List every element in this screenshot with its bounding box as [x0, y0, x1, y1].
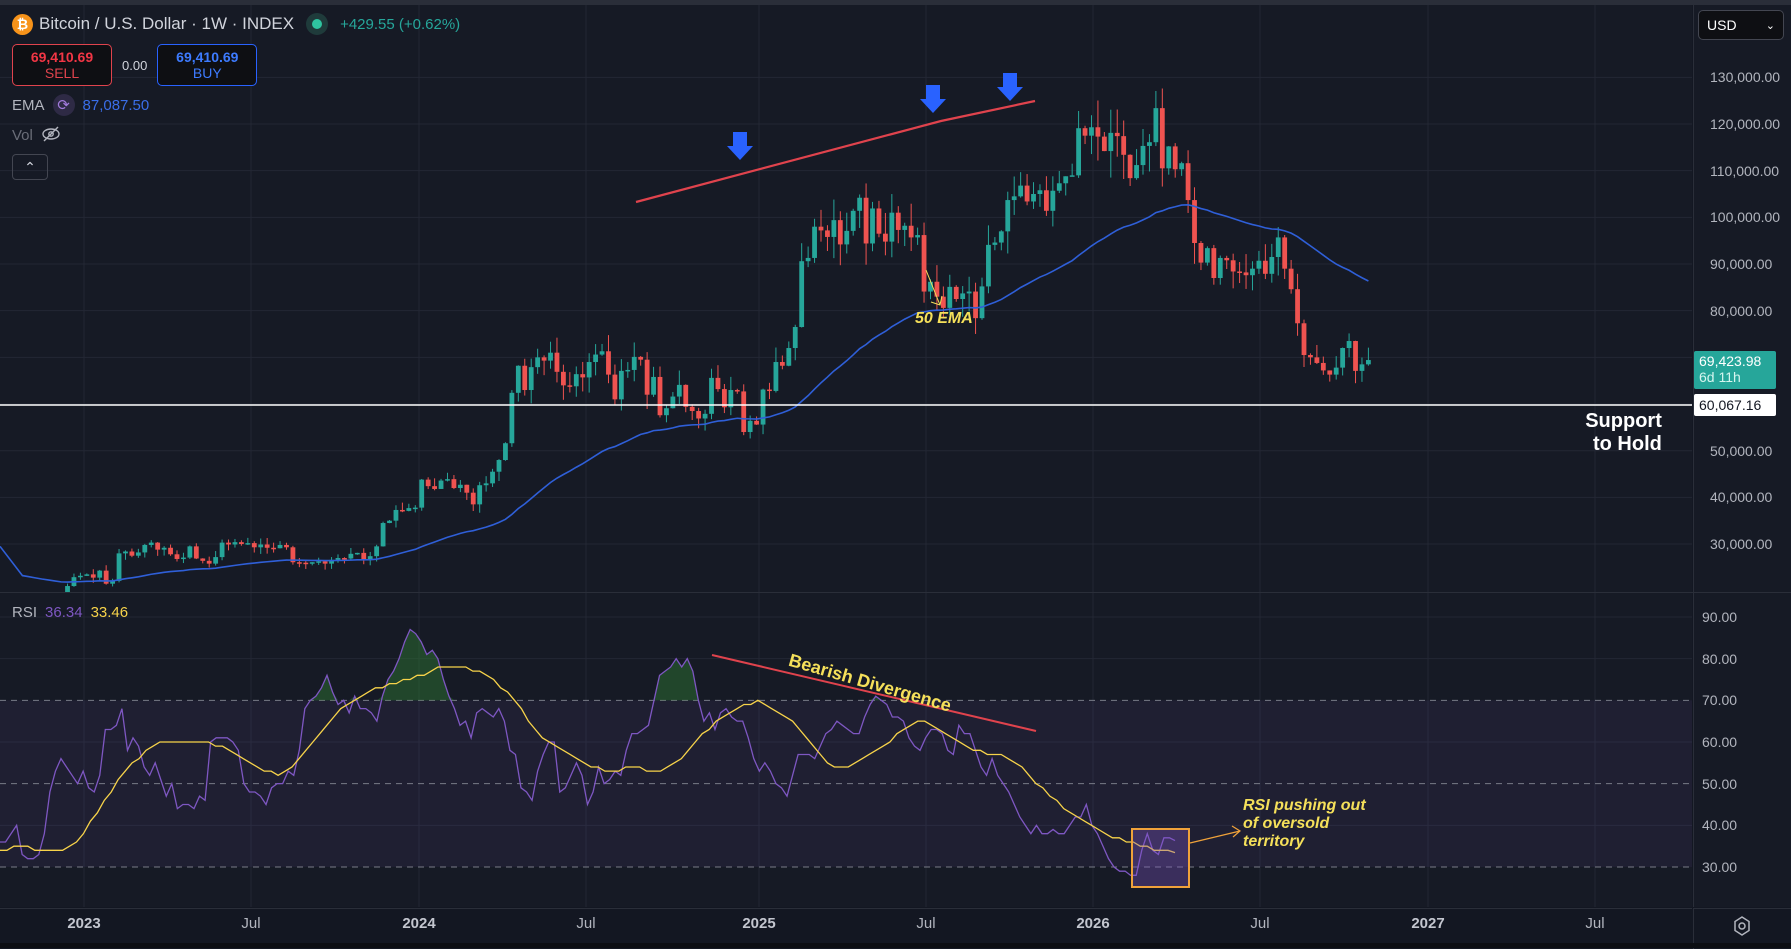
price-tick-label: 110,000.00 [1710, 162, 1780, 179]
rsi-note-line-2: of oversold [1243, 815, 1330, 832]
gear-icon[interactable] [1730, 914, 1754, 938]
symbol-title[interactable]: Bitcoin / U.S. Dollar · 1W · INDEX [39, 14, 295, 33]
eye-off-icon[interactable] [41, 126, 61, 145]
price-tick-label: 80,000.00 [1710, 302, 1773, 319]
time-tick-label: 2025 [742, 915, 776, 932]
symbol-row: ₿ Bitcoin / U.S. Dollar · 1W · INDEX +42… [12, 12, 460, 36]
buy-price: 69,410.69 [176, 49, 239, 65]
rsi-tick-label: 50.00 [1702, 775, 1738, 792]
buy-button[interactable]: 69,410.69 BUY [157, 44, 258, 86]
chevron-down-icon: ⌄ [1765, 19, 1775, 32]
window-top-edge [0, 0, 1791, 5]
rsi-note-line-3: territory [1243, 833, 1305, 850]
price-tick-label: 90,000.00 [1710, 256, 1773, 272]
buy-label: BUY [192, 65, 222, 81]
collapse-legend-button[interactable]: ⌃ [12, 154, 48, 180]
time-tick-label: 2026 [1076, 915, 1110, 932]
time-tick-label: Jul [241, 915, 261, 932]
time-tick-label: 2023 [67, 915, 101, 932]
bitcoin-icon: ₿ [12, 13, 33, 35]
rsi-pane[interactable] [0, 593, 1692, 907]
rsi-tick-label: 60.00 [1702, 733, 1738, 750]
price-change: +429.55 (+0.62%) [340, 15, 461, 33]
rsi-legend[interactable]: RSI 36.34 33.46 [12, 604, 128, 621]
pane-separator[interactable] [0, 592, 1791, 593]
refresh-icon[interactable]: ⟳ [52, 94, 75, 116]
spread-value: 0.00 [122, 57, 148, 73]
rsi-tick-label: 70.00 [1702, 692, 1738, 709]
rsi-name: RSI [12, 604, 38, 621]
time-axis[interactable] [0, 908, 1692, 949]
ema-name: EMA [12, 96, 45, 114]
price-tick-label: 100,000.00 [1710, 209, 1781, 226]
price-tick-label: 130,000.00 [1710, 69, 1781, 86]
bar-countdown: 6d 11h [1699, 369, 1741, 385]
time-tick-label: Jul [1250, 915, 1270, 932]
sell-button[interactable]: 69,410.69 SELL [12, 44, 112, 86]
bottom-edge [0, 943, 1791, 948]
sell-label: SELL [44, 65, 80, 81]
last-price: 69,423.98 [1699, 353, 1762, 369]
support-annotation[interactable]: Support to Hold [1585, 410, 1662, 456]
vol-name: Vol [12, 126, 33, 144]
currency-select[interactable]: USD ⌄ [1698, 10, 1784, 40]
price-axis[interactable] [1693, 5, 1791, 592]
time-tick-label: Jul [916, 915, 936, 932]
price-tick-label: 40,000.00 [1710, 489, 1773, 506]
rsi-tick-label: 90.00 [1702, 608, 1738, 625]
rsi-note-line-1: RSI pushing out [1243, 797, 1366, 814]
time-tick-label: 2024 [402, 915, 436, 932]
support-line-1: Support [1585, 410, 1662, 432]
trade-buttons: 69,410.69 SELL 0.00 69,410.69 BUY [12, 44, 460, 86]
price-tick-label: 50,000.00 [1710, 442, 1773, 459]
price-tick-label: 30,000.00 [1710, 536, 1773, 553]
ema-annotation[interactable]: 50 EMA [915, 310, 973, 327]
chevron-up-icon: ⌃ [24, 158, 36, 175]
price-tick-label: 120,000.00 [1710, 116, 1781, 132]
rsi-ma-value: 33.46 [90, 604, 129, 621]
time-tick-label: Jul [1585, 915, 1605, 932]
price-chart-pane[interactable] [0, 5, 1692, 592]
vol-indicator-row[interactable]: Vol [12, 124, 460, 146]
ema-indicator-row[interactable]: EMA ⟳ 87,087.50 [12, 94, 460, 116]
rsi-value: 36.34 [45, 604, 83, 621]
rsi-tick-label: 80.00 [1702, 650, 1738, 667]
support-line-2: to Hold [1593, 433, 1662, 455]
market-open-dot-icon [306, 13, 329, 35]
rsi-tick-label: 30.00 [1702, 859, 1738, 875]
support-price-tag: 60,067.16 [1694, 394, 1776, 416]
currency-value: USD [1707, 17, 1737, 33]
rsi-axis[interactable] [1693, 593, 1791, 907]
chart-legend: ₿ Bitcoin / U.S. Dollar · 1W · INDEX +42… [12, 12, 460, 180]
time-tick-label: 2027 [1411, 915, 1445, 932]
time-tick-label: Jul [576, 915, 596, 932]
sell-price: 69,410.69 [30, 49, 94, 65]
ema-value: 87,087.50 [82, 96, 150, 114]
rsi-oversold-annotation[interactable]: RSI pushing out of oversold territory [1243, 797, 1403, 851]
last-price-tag: 69,423.98 6d 11h [1694, 351, 1776, 389]
rsi-tick-label: 40.00 [1702, 817, 1738, 834]
